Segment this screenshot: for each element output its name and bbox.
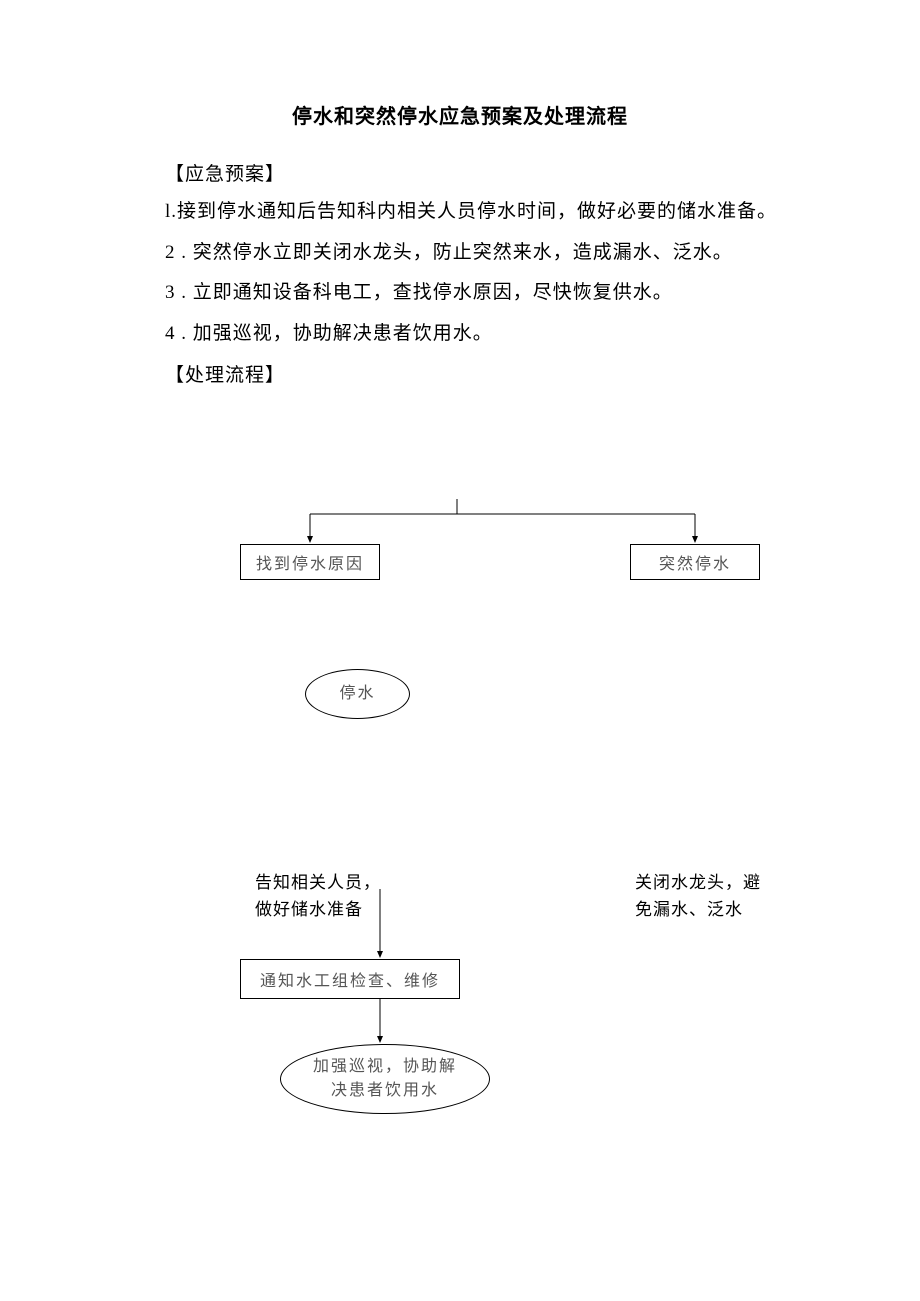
label-close-tap-line2: 免漏水、泛水 xyxy=(635,896,761,923)
section-plan-header: 【应急预案】 xyxy=(165,159,860,186)
node-patrol-line2: 决患者饮用水 xyxy=(331,1079,439,1103)
plan-line-3: 3 . 立即通知设备科电工，查找停水原因，尽快恢复供水。 xyxy=(165,279,860,308)
plan-line-4: 4 . 加强巡视，协助解决患者饮用水。 xyxy=(165,320,860,349)
node-sudden-stop: 突然停水 xyxy=(630,544,760,580)
node-stop-water: 停水 xyxy=(305,669,410,719)
flowchart-connectors xyxy=(60,399,860,1119)
node-find-cause-label: 找到停水原因 xyxy=(256,550,364,574)
node-patrol: 加强巡视，协助解 决患者饮用水 xyxy=(280,1044,490,1114)
plan-line-1: l.接到停水通知后告知科内相关人员停水时间，做好必要的储水准备。 xyxy=(165,198,860,227)
section-flow-header: 【处理流程】 xyxy=(165,360,860,387)
node-patrol-line1: 加强巡视，协助解 xyxy=(313,1055,457,1079)
label-inform-staff-line1: 告知相关人员， xyxy=(255,869,381,896)
label-inform-staff: 告知相关人员， 做好储水准备 xyxy=(255,869,381,923)
node-notify-repair: 通知水工组检查、维修 xyxy=(240,959,460,999)
label-inform-staff-line2: 做好储水准备 xyxy=(255,896,381,923)
label-close-tap: 关闭水龙头，避 免漏水、泛水 xyxy=(635,869,761,923)
node-sudden-stop-label: 突然停水 xyxy=(659,550,731,574)
flowchart-container: 找到停水原因 突然停水 停水 告知相关人员， 做好储水准备 关闭水龙头，避 免漏… xyxy=(60,399,860,1119)
node-notify-repair-label: 通知水工组检查、维修 xyxy=(260,967,440,991)
node-stop-water-label: 停水 xyxy=(339,682,375,706)
node-find-cause: 找到停水原因 xyxy=(240,544,380,580)
document-title: 停水和突然停水应急预案及处理流程 xyxy=(60,100,860,129)
document-page: 停水和突然停水应急预案及处理流程 【应急预案】 l.接到停水通知后告知科内相关人… xyxy=(0,0,920,1119)
plan-line-2: 2 . 突然停水立即关闭水龙头，防止突然来水，造成漏水、泛水。 xyxy=(165,239,860,268)
label-close-tap-line1: 关闭水龙头，避 xyxy=(635,869,761,896)
